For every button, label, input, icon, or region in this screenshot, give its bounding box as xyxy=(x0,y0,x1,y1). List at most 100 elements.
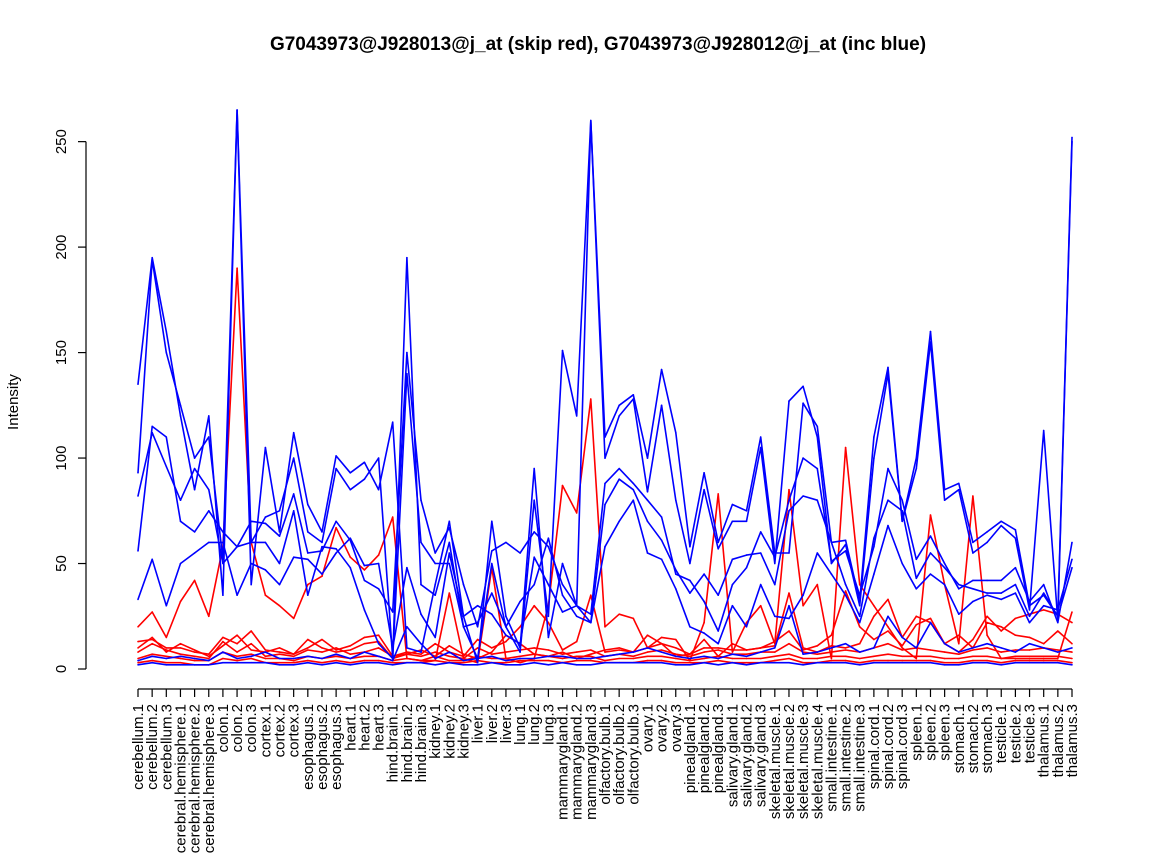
data-point xyxy=(505,541,507,544)
data-point xyxy=(179,655,182,658)
data-point xyxy=(759,657,762,660)
data-point xyxy=(236,642,238,645)
data-point xyxy=(547,615,550,618)
x-tick-label: lung.2 xyxy=(526,704,543,745)
x-tick-label: lung.1 xyxy=(512,704,529,745)
data-point xyxy=(349,472,352,474)
data-point xyxy=(745,626,748,628)
data-point xyxy=(377,457,380,459)
data-point xyxy=(434,636,437,639)
data-point xyxy=(335,659,337,662)
data-point xyxy=(618,649,620,651)
data-point xyxy=(660,649,663,651)
data-point xyxy=(830,573,833,575)
data-point xyxy=(278,531,281,533)
data-point xyxy=(901,659,903,662)
data-point xyxy=(915,661,918,664)
data-point xyxy=(802,604,804,607)
data-point xyxy=(618,467,620,470)
data-point xyxy=(193,467,196,470)
data-point xyxy=(292,661,295,664)
data-point xyxy=(222,562,224,565)
data-point xyxy=(873,615,875,618)
data-point xyxy=(292,657,295,660)
data-point xyxy=(1042,583,1045,586)
data-point xyxy=(250,661,252,664)
data-point xyxy=(618,520,620,523)
data-point xyxy=(759,661,762,664)
data-point xyxy=(491,651,493,653)
data-point xyxy=(151,611,153,613)
data-point xyxy=(660,659,663,662)
data-point xyxy=(844,659,847,662)
data-point xyxy=(887,630,889,632)
data-point xyxy=(731,653,734,655)
data-point xyxy=(590,119,592,122)
data-point xyxy=(222,651,224,653)
data-point xyxy=(774,562,776,565)
data-point xyxy=(689,664,691,666)
data-point xyxy=(873,647,875,649)
x-tick-label: cerebral.hemisphere.3 xyxy=(201,704,218,853)
data-point xyxy=(731,604,734,607)
data-point xyxy=(632,651,635,653)
data-point xyxy=(915,577,918,580)
data-point xyxy=(448,592,451,594)
data-point xyxy=(604,503,606,506)
x-tick-label: skeletal.muscle.3 xyxy=(795,704,812,819)
x-tick-label: spleen.1 xyxy=(908,704,925,761)
x-tick-label: esophagus.2 xyxy=(314,704,331,790)
data-point xyxy=(179,562,182,565)
data-point xyxy=(1014,529,1017,531)
data-point xyxy=(958,661,960,664)
x-tick-label: thalamus.1 xyxy=(1036,704,1053,777)
data-point xyxy=(363,661,366,664)
data-point xyxy=(575,604,578,607)
data-point xyxy=(958,657,960,660)
data-point xyxy=(1028,661,1031,664)
data-point xyxy=(972,655,974,658)
data-point xyxy=(222,657,224,660)
data-point xyxy=(618,404,620,407)
data-point xyxy=(717,493,719,495)
data-point xyxy=(462,659,465,662)
data-point xyxy=(307,558,309,561)
x-tick-label: cerebral.hemisphere.2 xyxy=(187,704,204,853)
data-point xyxy=(788,617,790,620)
data-point xyxy=(264,655,267,658)
data-point xyxy=(335,655,337,658)
x-tick-label: testicle.1 xyxy=(993,704,1010,763)
data-point xyxy=(236,657,238,660)
data-point xyxy=(816,653,819,655)
data-point xyxy=(731,657,734,660)
data-point xyxy=(165,661,168,664)
data-point xyxy=(972,579,974,582)
data-point xyxy=(505,626,507,628)
data-point xyxy=(278,604,281,607)
x-tick-label: cortex.2 xyxy=(272,704,289,757)
series-inc-10 xyxy=(137,499,1073,649)
data-point xyxy=(335,455,337,457)
data-point xyxy=(363,564,366,567)
data-point xyxy=(363,478,366,481)
data-point xyxy=(222,594,224,596)
data-point xyxy=(448,659,451,662)
data-point xyxy=(731,583,734,586)
data-point xyxy=(476,647,479,649)
data-point xyxy=(844,655,847,658)
data-point xyxy=(915,558,918,561)
data-point xyxy=(745,566,748,569)
data-point xyxy=(561,583,564,586)
data-point xyxy=(519,664,521,666)
data-point xyxy=(675,588,677,590)
data-point xyxy=(731,558,734,561)
data-point xyxy=(660,642,663,645)
data-point xyxy=(788,592,790,594)
data-point xyxy=(264,522,267,525)
data-point xyxy=(391,661,394,664)
data-point xyxy=(660,655,663,658)
data-point xyxy=(179,664,182,666)
data-point xyxy=(972,552,974,554)
data-point xyxy=(590,659,592,662)
data-point xyxy=(151,638,153,641)
